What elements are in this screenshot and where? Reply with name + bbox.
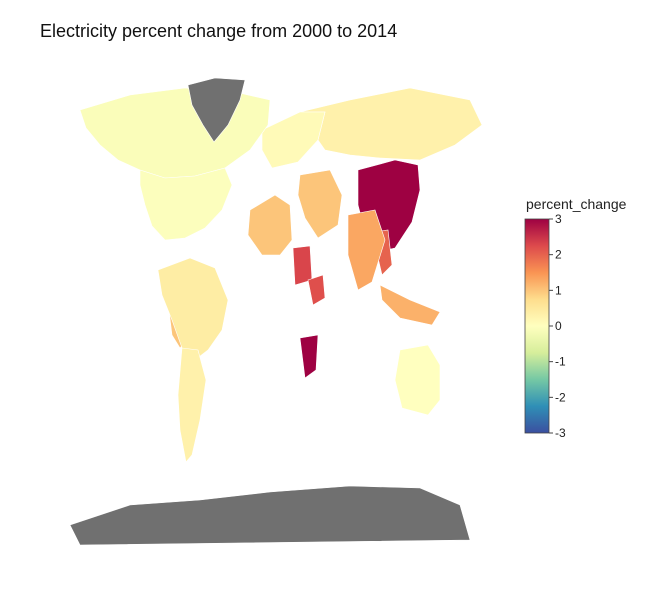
chart-title: Electricity percent change from 2000 to … [40,21,397,41]
region-australia [394,344,441,416]
colorbar: percent_change 3 2 1 0 -1 -2 -3 [524,196,627,440]
region-argentina [177,347,207,463]
region-west-africa [247,194,293,256]
region-mozambique [299,334,319,379]
region-middle-east [297,169,343,239]
map-layer [69,77,483,546]
colorbar-tick-label: -1 [555,355,566,369]
region-antarctica [69,485,471,546]
colorbar-tick-label: 0 [555,319,562,333]
region-southeast-asia [379,284,441,326]
colorbar-tick-label: -2 [555,390,566,404]
region-russia [299,87,483,161]
region-europe [261,111,326,169]
region-sudan [292,245,313,286]
region-south-america [157,257,229,361]
region-india [347,209,386,291]
colorbar-tick-label: 1 [555,283,562,297]
region-ethiopia [307,274,326,306]
region-canada [79,87,271,179]
region-united-states [139,167,233,241]
colorbar-tick-label: 2 [555,248,562,262]
colorbar-title: percent_change [526,196,627,212]
colorbar-gradient [524,218,550,434]
colorbar-tick-label: -3 [555,426,566,440]
colorbar-tick-label: 3 [555,212,562,226]
region-greenland [187,77,246,143]
